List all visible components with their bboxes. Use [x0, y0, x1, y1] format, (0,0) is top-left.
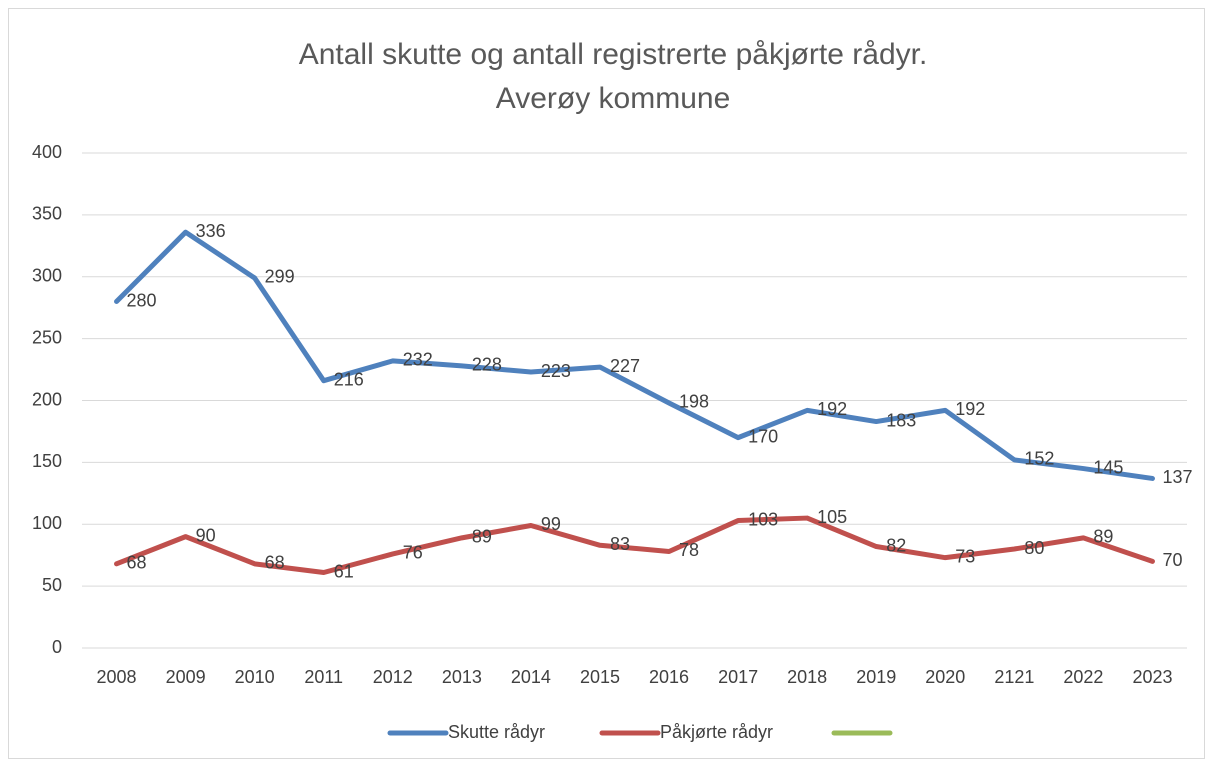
data-label: 152	[1024, 449, 1054, 469]
legend-label: Påkjørte rådyr	[660, 722, 773, 742]
data-label: 80	[1024, 538, 1044, 558]
data-label: 68	[127, 553, 147, 573]
x-tick-label: 2009	[166, 667, 206, 687]
data-label: 299	[265, 267, 295, 287]
series-line	[114, 515, 1155, 576]
data-label: 89	[1093, 527, 1113, 547]
data-label: 145	[1093, 457, 1123, 477]
y-tick-label: 150	[32, 451, 62, 471]
y-tick-label: 350	[32, 204, 62, 224]
legend-label: Skutte rådyr	[448, 722, 545, 742]
x-tick-label: 2014	[511, 667, 551, 687]
data-label: 223	[541, 361, 571, 381]
y-tick-label: 200	[32, 389, 62, 409]
x-tick-label: 2011	[304, 667, 343, 687]
x-tick-label: 2018	[787, 667, 827, 687]
y-tick-label: 50	[42, 575, 62, 595]
x-tick-label: 2019	[856, 667, 896, 687]
data-label: 83	[610, 534, 630, 554]
y-tick-label: 250	[32, 327, 62, 347]
series-line	[114, 229, 1155, 481]
data-label: 336	[196, 221, 226, 241]
data-label: 192	[955, 399, 985, 419]
data-label: 198	[679, 392, 709, 412]
data-label: 105	[817, 507, 847, 527]
data-label: 170	[748, 426, 778, 446]
y-tick-label: 100	[32, 513, 62, 533]
data-label: 99	[541, 514, 561, 534]
x-tick-label: 2012	[373, 667, 413, 687]
data-label: 103	[748, 509, 778, 529]
x-tick-label: 2017	[718, 667, 758, 687]
data-label: 76	[403, 543, 423, 563]
data-label: 232	[403, 350, 433, 370]
data-label: 73	[955, 546, 975, 566]
data-label: 89	[472, 527, 492, 547]
chart-title: Averøy kommune	[496, 82, 731, 115]
x-tick-label: 2020	[925, 667, 965, 687]
x-tick-label: 2010	[235, 667, 275, 687]
data-label: 227	[610, 356, 640, 376]
data-label: 192	[817, 399, 847, 419]
data-label: 216	[334, 369, 364, 389]
x-tick-label: 2008	[97, 667, 137, 687]
x-tick-label: 2013	[442, 667, 482, 687]
data-label: 228	[472, 355, 502, 375]
chart-frame	[8, 8, 1205, 759]
data-label: 183	[886, 410, 916, 430]
data-label: 82	[886, 535, 906, 555]
data-label: 68	[265, 553, 285, 573]
chart-title: Antall skutte og antall registrerte påkj…	[299, 38, 928, 71]
data-label: 78	[679, 540, 699, 560]
y-tick-label: 0	[52, 637, 62, 657]
data-label: 70	[1162, 550, 1182, 570]
data-label: 90	[196, 525, 216, 545]
data-label: 280	[127, 290, 157, 310]
x-tick-label: 2121	[994, 667, 1034, 687]
x-tick-label: 2023	[1132, 667, 1172, 687]
y-tick-label: 300	[32, 266, 62, 286]
x-tick-label: 2016	[649, 667, 689, 687]
data-label: 137	[1162, 467, 1192, 487]
data-label: 61	[334, 561, 354, 581]
x-tick-label: 2022	[1063, 667, 1103, 687]
x-tick-label: 2015	[580, 667, 620, 687]
y-tick-label: 400	[32, 142, 62, 162]
